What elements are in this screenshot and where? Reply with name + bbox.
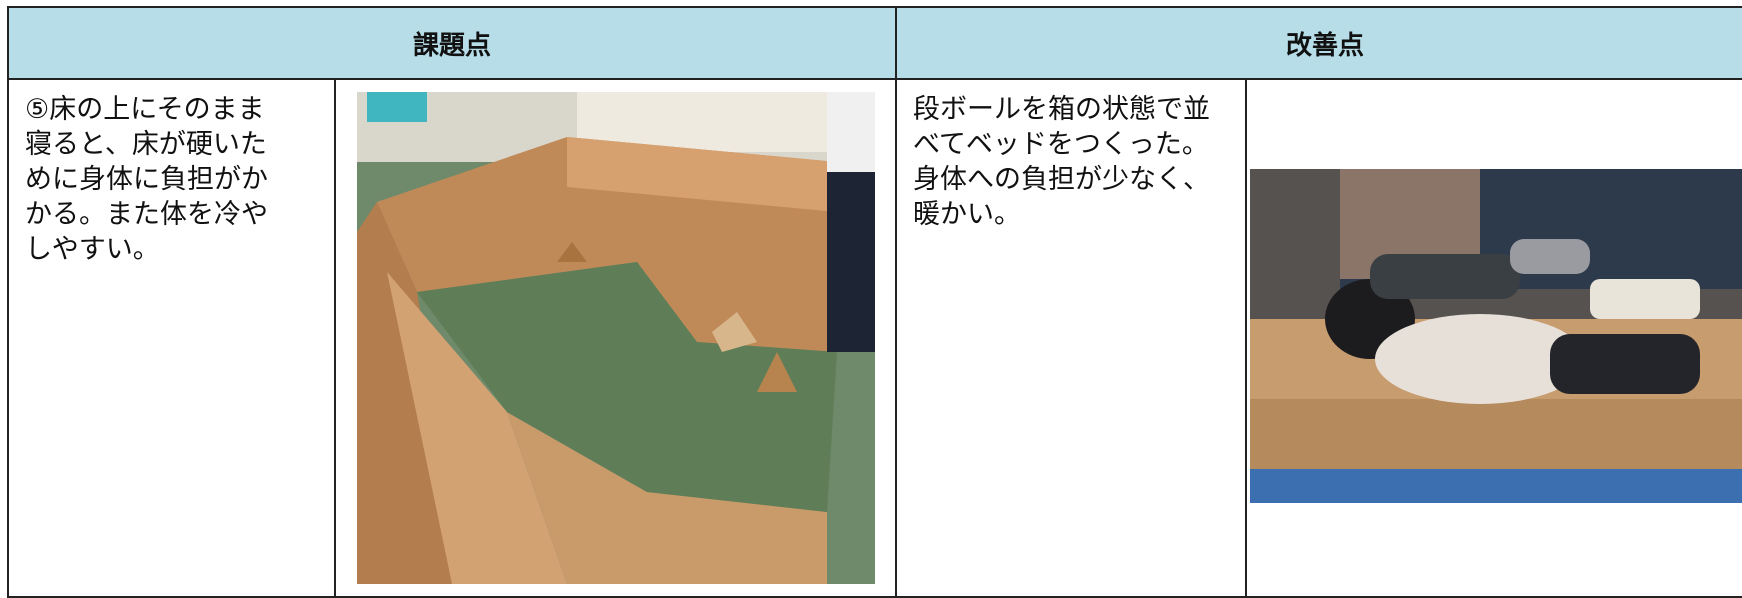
cardboard-bed-photo	[1250, 169, 1742, 503]
improvement-text-cell: 段ボールを箱の状態で並べてベッドをつくった。身体への負担が少なく、暖かい。	[895, 78, 1247, 598]
header-text: 改善点	[1285, 30, 1364, 61]
header-cell: 課題点	[7, 6, 897, 80]
problem-text: ⑤床の上にそのまま寝ると、床が硬いために身体に負担がかかる。また体を冷やしやすい…	[25, 94, 268, 265]
page: {"table": { "headers": ["課題点", "改善点"], "…	[7, 6, 1742, 598]
header-cell: 改善点	[895, 6, 1742, 80]
cardboard-partition-photo	[357, 92, 875, 584]
header-text: 課題点	[412, 30, 491, 61]
improvement-text: 段ボールを箱の状態で並べてベッドをつくった。身体への負担が少なく、暖かい。	[913, 94, 1210, 230]
comparison-table: 課題点 改善点 ⑤床の上にそのまま寝ると、床が硬いために身体に負担がかかる。また…	[7, 6, 1742, 598]
problem-text-cell: ⑤床の上にそのまま寝ると、床が硬いために身体に負担がかかる。また体を冷やしやすい…	[7, 78, 336, 598]
